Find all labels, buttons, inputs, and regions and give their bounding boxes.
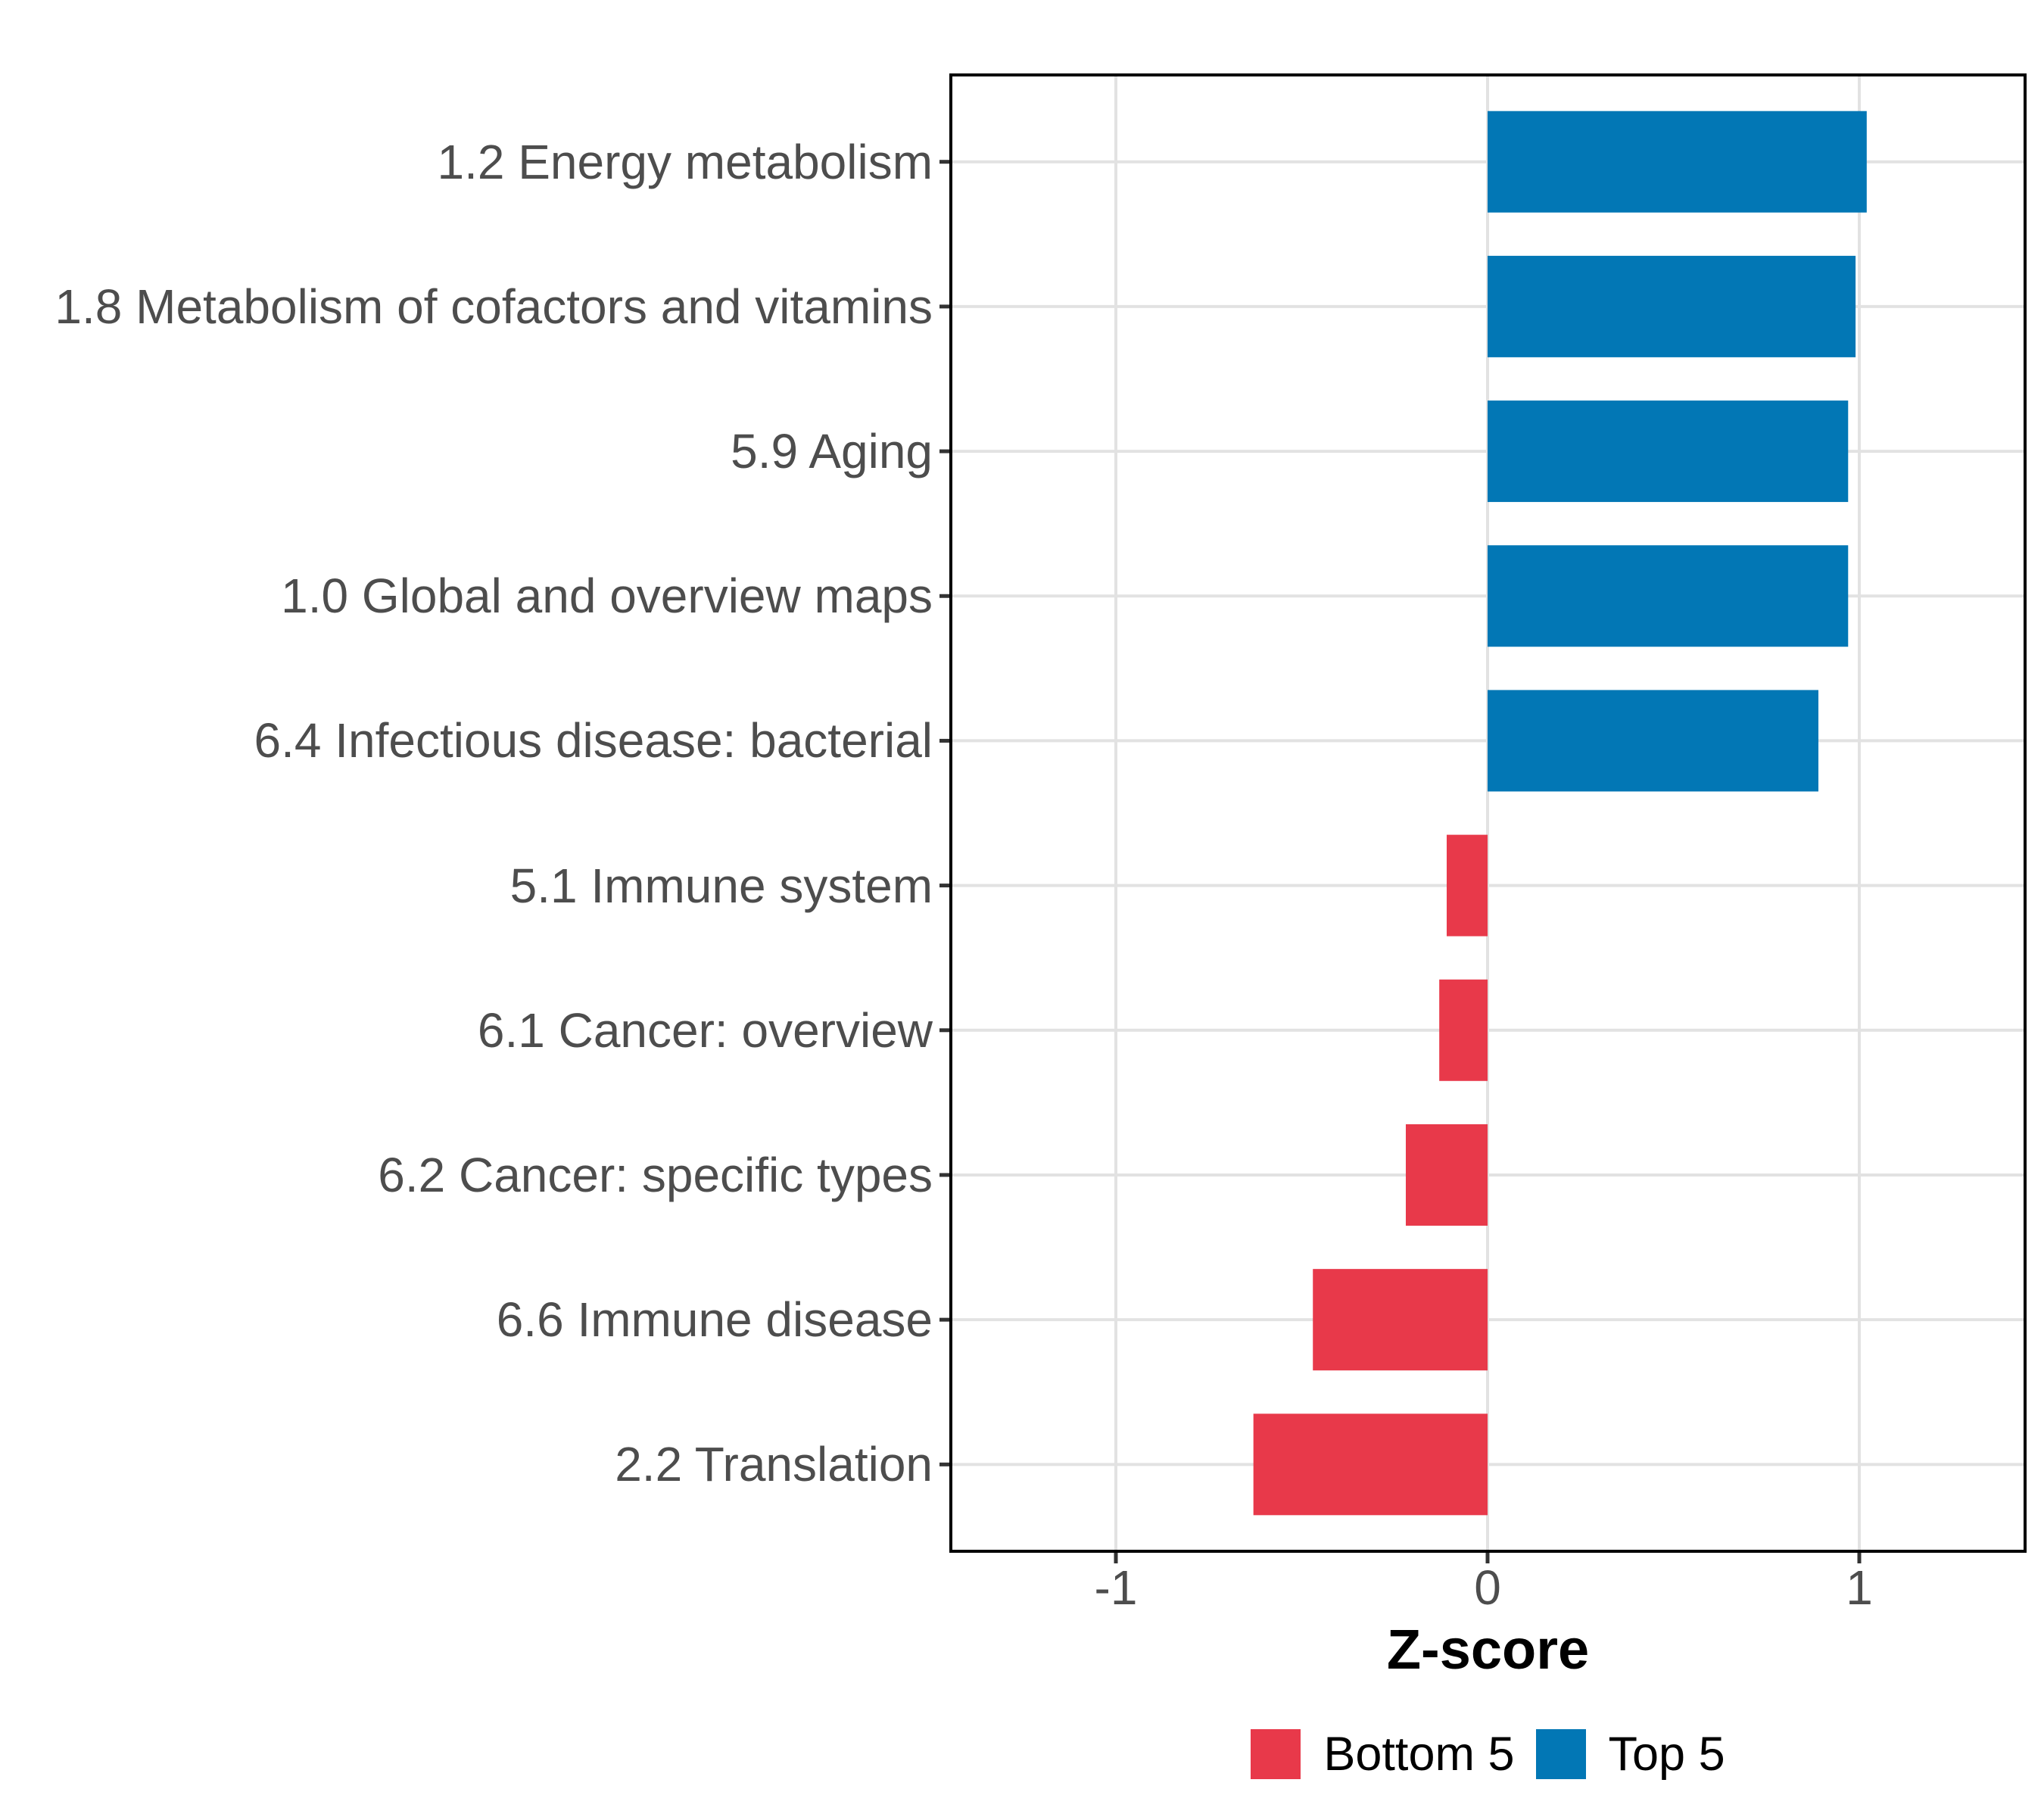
bar — [1488, 111, 1867, 213]
bar — [1488, 690, 1818, 792]
y-axis-label: 1.8 Metabolism of cofactors and vitamins — [55, 279, 933, 334]
x-axis-tick-label: -1 — [1094, 1560, 1138, 1615]
legend-swatch-top5-icon — [1535, 1729, 1586, 1779]
legend: Bottom 5 Top 5 — [951, 1728, 2025, 1781]
y-axis-label: 2.2 Translation — [615, 1437, 933, 1492]
y-axis-label: 6.6 Immune disease — [496, 1292, 933, 1348]
bar — [1488, 545, 1849, 647]
bar — [1488, 400, 1849, 503]
legend-entry-top5: Top 5 — [1535, 1728, 1725, 1781]
bar — [1253, 1413, 1488, 1516]
bar — [1405, 1124, 1488, 1226]
legend-swatch-bottom5-icon — [1251, 1729, 1301, 1779]
legend-label-top5: Top 5 — [1608, 1728, 1725, 1781]
bar — [1488, 255, 1856, 357]
bar — [1446, 834, 1488, 937]
y-axis-label: 5.9 Aging — [731, 424, 933, 479]
y-axis-label: 1.2 Energy metabolism — [437, 134, 933, 189]
y-axis-label: 1.0 Global and overview maps — [281, 569, 933, 624]
bar — [1313, 1269, 1488, 1371]
bar — [1439, 979, 1488, 1081]
x-axis-tick-label: 0 — [1474, 1560, 1501, 1615]
legend-label-bottom5: Bottom 5 — [1323, 1728, 1515, 1781]
y-axis-label: 6.4 Infectious disease: bacterial — [254, 713, 933, 768]
legend-entry-bottom5: Bottom 5 — [1251, 1728, 1515, 1781]
y-axis-label: 6.2 Cancer: specific types — [378, 1147, 933, 1202]
x-axis-tick-label: 1 — [1846, 1560, 1873, 1615]
y-axis-label: 5.1 Immune system — [509, 858, 933, 913]
y-axis-label: 6.1 Cancer: overview — [477, 1002, 933, 1058]
x-axis-title: Z-score — [1386, 1618, 1590, 1681]
panel-border — [949, 73, 2027, 1553]
